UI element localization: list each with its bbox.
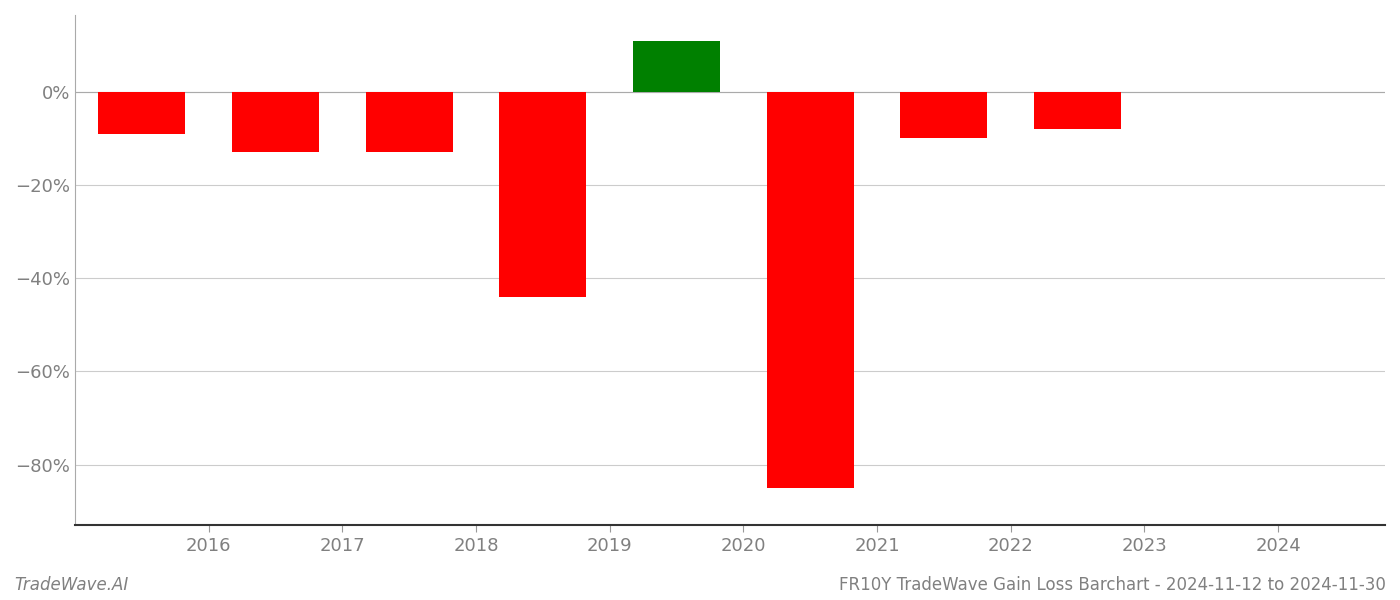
Bar [500, 92, 587, 297]
Bar [633, 41, 720, 92]
Bar [365, 92, 452, 152]
Bar [98, 92, 185, 134]
Text: TradeWave.AI: TradeWave.AI [14, 576, 129, 594]
Bar [767, 92, 854, 488]
Bar [1035, 92, 1121, 129]
Bar [900, 92, 987, 139]
Text: FR10Y TradeWave Gain Loss Barchart - 2024-11-12 to 2024-11-30: FR10Y TradeWave Gain Loss Barchart - 202… [839, 576, 1386, 594]
Bar [232, 92, 319, 152]
